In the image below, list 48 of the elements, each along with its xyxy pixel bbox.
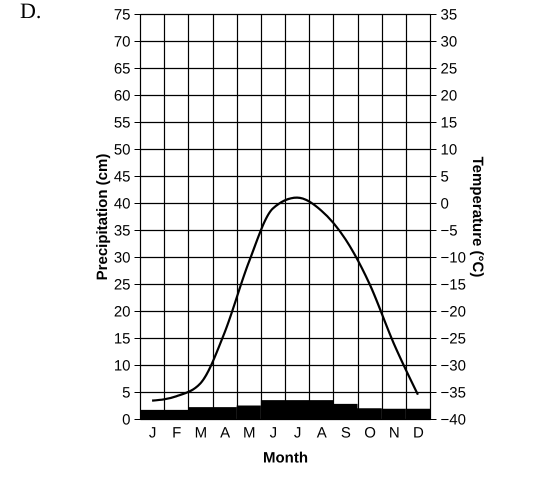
x-tick-label: M: [243, 424, 256, 442]
y-tick-label: 25: [114, 276, 130, 294]
y-tick-label: 55: [114, 114, 130, 132]
x-tick-label: N: [388, 424, 400, 442]
x-tick-label: A: [220, 424, 230, 442]
y2-tick-label: 25: [440, 60, 458, 78]
y2-axis-title: Temperature (°C): [468, 156, 486, 278]
y-tick-label: 20: [114, 304, 130, 320]
y-tick-label: 10: [114, 358, 130, 374]
y-tick-label: 60: [114, 88, 130, 104]
y2-tick-label: −20: [440, 304, 466, 320]
y2-tick-label: −40: [440, 412, 466, 428]
y-tick-label: 15: [114, 330, 130, 348]
y-tick-label: 50: [114, 142, 130, 158]
y2-tick-label: −10: [440, 250, 466, 266]
y-tick-label: 65: [114, 60, 130, 78]
y2-tick-label: −25: [440, 330, 466, 348]
x-tick-label: D: [412, 424, 424, 442]
y-tick-label: 0: [122, 412, 130, 428]
x-tick-label: J: [148, 424, 156, 442]
y2-tick-label: 10: [440, 142, 458, 158]
y-tick-label: 5: [122, 384, 130, 402]
y-tick-label: 70: [114, 34, 130, 50]
x-tick-label: J: [294, 424, 302, 442]
y-tick-label: 35: [114, 222, 130, 240]
y-tick-label: 75: [114, 6, 130, 24]
x-tick-label: M: [194, 424, 208, 442]
chart-title: D.: [20, 0, 42, 23]
x-tick-label: J: [270, 424, 278, 442]
x-axis-title: Month: [263, 450, 308, 466]
x-tick-label: S: [340, 424, 351, 442]
y-tick-label: 45: [114, 168, 130, 186]
y2-tick-label: 0: [440, 196, 449, 212]
y2-tick-label: −5: [440, 222, 458, 240]
y2-tick-label: 35: [440, 6, 458, 24]
y2-tick-label: −35: [440, 384, 466, 402]
y2-tick-label: −30: [440, 358, 466, 374]
y2-tick-label: 30: [440, 34, 458, 50]
y2-tick-label: 15: [440, 114, 458, 132]
y2-tick-label: 5: [440, 168, 449, 186]
y-tick-label: 40: [114, 196, 130, 212]
y-axis-title: Precipitation (cm): [94, 154, 111, 280]
y2-tick-label: 20: [440, 88, 458, 104]
x-tick-label: F: [172, 424, 182, 442]
x-tick-label: O: [364, 424, 376, 442]
x-tick-label: A: [316, 424, 327, 442]
y2-tick-label: −15: [440, 276, 466, 294]
y-tick-label: 30: [114, 250, 130, 266]
